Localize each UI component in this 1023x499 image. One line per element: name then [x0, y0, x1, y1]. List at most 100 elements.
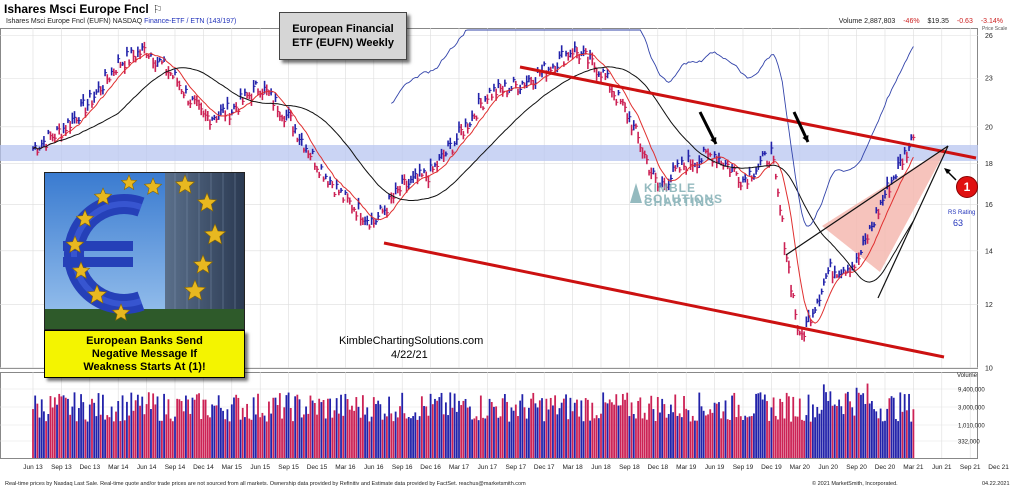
volume-bar — [348, 409, 351, 458]
volume-bar — [53, 397, 56, 458]
volume-bar — [890, 396, 893, 458]
volume-bar — [165, 414, 168, 458]
volume-bar — [611, 402, 613, 458]
price-bar — [386, 207, 389, 218]
x-tick-label: Dec 21 — [988, 464, 1009, 471]
volume-bar — [685, 408, 688, 458]
volume-bar — [333, 410, 336, 458]
volume-bar — [628, 416, 631, 458]
volume-bar — [842, 414, 845, 458]
price-bar — [556, 62, 560, 73]
volume-bar — [477, 420, 480, 458]
volume-bar — [731, 395, 733, 458]
star-shape — [203, 223, 227, 245]
price-bar — [368, 224, 372, 230]
x-tick-label: Sep 13 — [51, 464, 72, 471]
volume-bar — [355, 397, 358, 458]
price-bar — [637, 131, 641, 144]
price-bar — [333, 192, 337, 198]
volume-bar — [379, 404, 382, 458]
volume-bar — [202, 399, 205, 458]
volume-bar — [750, 416, 753, 458]
price-bar — [702, 146, 706, 152]
volume-bar — [801, 419, 803, 458]
volume-bar — [60, 396, 63, 458]
volume-bar — [340, 394, 342, 458]
price-bar — [753, 173, 756, 180]
footer-date: 04.22.2021 — [982, 481, 1010, 487]
x-tick-label: Sep 17 — [505, 464, 526, 471]
volume-bar — [49, 396, 52, 458]
volume-bar — [613, 404, 616, 458]
volume-bar — [198, 393, 200, 458]
volume-bar — [650, 395, 653, 458]
price-bar — [200, 102, 204, 116]
x-tick-label: Jun 20 — [818, 464, 838, 471]
volume-bar — [739, 416, 742, 458]
price-bar — [329, 176, 333, 185]
volume-bar — [425, 406, 428, 458]
volume-bar — [816, 406, 819, 458]
price-bar — [853, 264, 857, 271]
volume-bar — [820, 409, 823, 458]
volume-bar — [582, 421, 585, 458]
volume-bar — [302, 414, 305, 458]
volume-bar — [833, 404, 836, 458]
volume-bar — [897, 421, 900, 458]
price-bar — [466, 123, 470, 134]
x-tick-label: Dec 19 — [761, 464, 782, 471]
star-shape — [86, 284, 108, 304]
volume-bar — [569, 397, 572, 458]
price-bar — [139, 49, 143, 60]
volume-bar — [888, 398, 891, 458]
volume-bar — [353, 410, 356, 458]
subtitle-name: Ishares Msci Europe Fncl — [6, 18, 85, 25]
volume-bar — [484, 418, 487, 458]
volume-bar — [383, 413, 386, 458]
volume-bar — [687, 410, 690, 458]
volume-bar — [497, 417, 500, 458]
price-bar — [877, 208, 881, 220]
volume-bar — [99, 414, 102, 458]
volume-bar — [77, 408, 80, 458]
volume-bar — [136, 394, 139, 458]
volume-bar — [254, 414, 257, 458]
volume-bar — [466, 407, 469, 458]
volume-bar — [222, 410, 224, 458]
volume-bar — [794, 416, 797, 458]
price-bar — [34, 142, 38, 150]
volume-bar — [606, 403, 609, 458]
price-bar — [86, 98, 90, 111]
price-bar — [143, 41, 147, 54]
volume-bar — [163, 393, 165, 458]
volume-bar — [364, 414, 366, 458]
industry-group-link[interactable]: Finance-ETF / ETN (143/197) — [144, 18, 237, 25]
price-bar — [770, 141, 774, 155]
page-title-text: Ishares Msci Europe Fncl — [4, 2, 149, 16]
volume-tick-label: 332,000 — [958, 440, 980, 446]
price-bar — [462, 131, 466, 140]
volume-bar — [543, 421, 546, 458]
price-bar — [123, 61, 127, 74]
volume-bar — [517, 416, 519, 458]
volume-bar — [562, 398, 565, 458]
volume-bar — [809, 421, 812, 458]
volume-bar — [899, 392, 902, 458]
volume-bar — [733, 392, 736, 458]
indicator-lines — [32, 29, 914, 324]
x-tick-label: Mar 20 — [790, 464, 811, 471]
volume-bar — [91, 398, 93, 458]
volume-bar — [381, 419, 384, 458]
volume-bar — [683, 395, 685, 458]
flag-icon[interactable]: ⚐ — [152, 4, 163, 16]
price-bar — [421, 173, 424, 178]
volume-bar — [106, 415, 109, 458]
volume-panel-frame — [0, 372, 978, 459]
price-bar — [104, 69, 108, 77]
price-bar — [759, 155, 763, 166]
volume-bar — [552, 405, 554, 458]
price-bar — [414, 168, 418, 179]
volume-bar — [503, 394, 506, 458]
x-tick-label: Mar 15 — [222, 464, 243, 471]
volume-bar — [521, 394, 524, 458]
